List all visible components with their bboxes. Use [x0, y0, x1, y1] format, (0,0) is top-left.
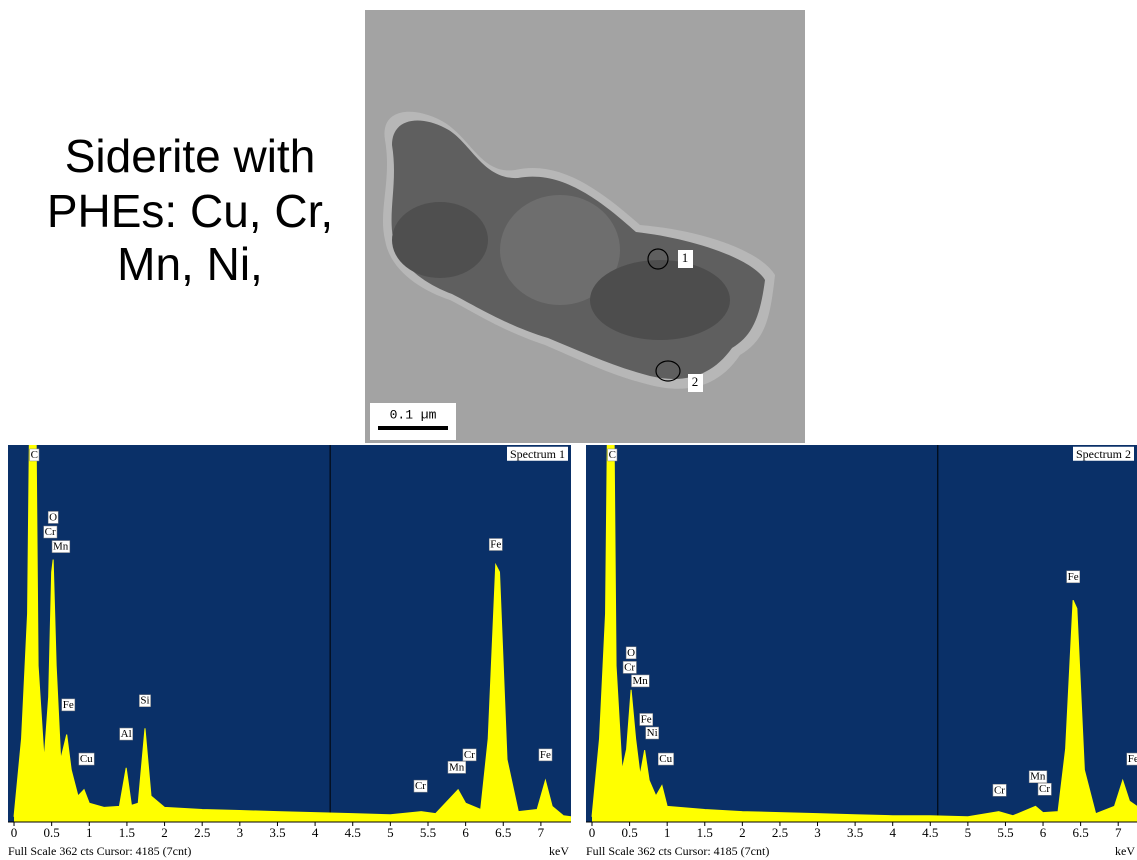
x-tick-label: 2: [739, 825, 746, 840]
x-axis-label: keV: [549, 844, 569, 858]
x-tick-label: 4: [889, 825, 896, 840]
x-tick-label: 6: [462, 825, 469, 840]
peak-label: Mn: [53, 541, 69, 553]
scale-bar-label: 0.1 µm: [390, 407, 437, 422]
peak-label: Cu: [659, 753, 672, 765]
x-tick-label: 2.5: [772, 825, 788, 840]
peak-label: Mn: [632, 675, 648, 687]
peak-label: C: [609, 449, 616, 461]
x-tick-label: 7: [538, 825, 545, 840]
peak-label: Fe: [63, 699, 74, 711]
x-tick-label: 2.5: [194, 825, 210, 840]
peak-label: Fe: [1128, 753, 1137, 765]
peak-label: O: [627, 647, 635, 659]
peak-label: Fe: [641, 713, 652, 725]
slide: Siderite with PHEs: Cu, Cr, Mn, Ni, 1 2 …: [0, 0, 1137, 860]
plot-background: [586, 445, 1137, 822]
peak-label: Cr: [1039, 783, 1050, 795]
x-tick-label: 5: [965, 825, 972, 840]
x-tick-label: 0: [589, 825, 596, 840]
peak-label: Fe: [540, 749, 551, 761]
x-tick-label: 1: [86, 825, 93, 840]
x-tick-label: 0.5: [621, 825, 637, 840]
x-tick-label: 0.5: [44, 825, 60, 840]
peak-label: Fe: [490, 539, 501, 551]
peak-label: Cr: [415, 780, 426, 792]
spectrum-title: Spectrum 1: [510, 447, 565, 461]
spectrum-title: Spectrum 2: [1076, 447, 1131, 461]
region-label: 1: [682, 250, 689, 265]
peak-label: Mn: [1030, 771, 1046, 783]
peak-label: Mn: [449, 761, 465, 773]
x-tick-label: 1.5: [119, 825, 135, 840]
heading-line: Siderite with: [65, 130, 316, 182]
heading-line: Mn, Ni,: [117, 238, 263, 290]
peak-label: Fe: [1068, 571, 1079, 583]
x-tick-label: 4.5: [345, 825, 361, 840]
x-tick-label: 1: [664, 825, 671, 840]
x-tick-label: 2: [161, 825, 168, 840]
x-tick-label: 6: [1040, 825, 1047, 840]
x-tick-label: 3.5: [847, 825, 863, 840]
peak-label: C: [31, 449, 38, 461]
peak-label: Cr: [45, 526, 56, 538]
peak-label: Si: [140, 695, 149, 707]
x-tick-label: 1.5: [697, 825, 713, 840]
peak-label: Cr: [994, 784, 1005, 796]
peak-label: Al: [121, 728, 132, 740]
peak-label: Cr: [464, 749, 475, 761]
peak-label: O: [49, 511, 57, 523]
peak-label: Ni: [647, 727, 658, 739]
peak-label: Cr: [624, 661, 635, 673]
x-tick-label: 4: [312, 825, 319, 840]
tem-image: [365, 10, 805, 443]
x-tick-label: 6.5: [1072, 825, 1088, 840]
x-tick-label: 3: [814, 825, 821, 840]
footer: Full Scale 362 cts Cursor: 4185 (7cnt): [8, 844, 191, 858]
x-tick-label: 0: [11, 825, 18, 840]
x-tick-label: 4.5: [922, 825, 938, 840]
x-tick-label: 5: [387, 825, 394, 840]
heading-line: PHEs: Cu, Cr,: [47, 185, 333, 237]
x-axis-label: keV: [1115, 844, 1135, 858]
x-tick-label: 3: [237, 825, 244, 840]
peak-label: Cu: [80, 753, 93, 765]
x-tick-label: 5.5: [420, 825, 436, 840]
x-tick-label: 6.5: [495, 825, 511, 840]
region-label: 2: [692, 374, 699, 389]
x-tick-label: 3.5: [269, 825, 285, 840]
x-tick-label: 7: [1115, 825, 1122, 840]
x-tick-label: 5.5: [997, 825, 1013, 840]
footer: Full Scale 362 cts Cursor: 4185 (7cnt): [586, 844, 769, 858]
